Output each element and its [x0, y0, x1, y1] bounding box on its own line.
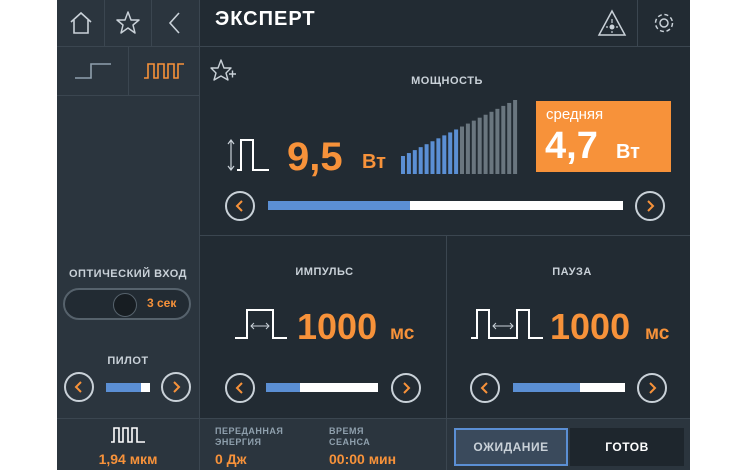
- pulse-slider-fill: [266, 383, 300, 392]
- pulse-value: 1000: [297, 306, 378, 347]
- power-label: МОЩНОСТЬ: [411, 75, 483, 87]
- pulse-mode-button[interactable]: [129, 47, 199, 95]
- power-unit: Вт: [362, 151, 386, 173]
- session-time-label: ВРЕМЯ СЕАНСА: [329, 426, 371, 447]
- laser-warning-icon: [597, 9, 627, 36]
- pulse-increase-button[interactable]: [391, 373, 421, 403]
- power-level-bar: [495, 108, 500, 174]
- power-level-bar: [483, 114, 488, 174]
- power-level-bar: [436, 138, 441, 174]
- favorites-button[interactable]: [104, 0, 151, 46]
- power-level-bar: [401, 156, 405, 174]
- pulse-wave-icon: [144, 63, 184, 79]
- average-label: средняя: [546, 106, 604, 123]
- optical-input-toggle[interactable]: 3 сек: [63, 288, 191, 320]
- pause-label: ПАУЗА: [552, 266, 592, 278]
- power-level-bar: [501, 105, 506, 174]
- standby-button[interactable]: ОЖИДАНИЕ: [454, 428, 568, 466]
- home-button[interactable]: [57, 0, 104, 46]
- power-level-bars: [401, 100, 518, 174]
- chevron-right-icon: [649, 382, 657, 394]
- average-unit: Вт: [616, 141, 640, 163]
- pilot-increase-button[interactable]: [161, 372, 191, 402]
- pause-increase-button[interactable]: [637, 373, 667, 403]
- optical-input-label: ОПТИЧЕСКИЙ ВХОД: [68, 268, 187, 280]
- pilot-slider[interactable]: [106, 383, 150, 392]
- pause-slider-fill: [513, 383, 581, 392]
- energy-label: ПЕРЕДАННАЯ ЭНЕРГИЯ: [215, 426, 284, 447]
- power-value: 9,5: [287, 135, 343, 179]
- power-pulse-icon: [227, 139, 269, 171]
- pilot-decrease-button[interactable]: [64, 372, 94, 402]
- power-decrease-button[interactable]: [225, 191, 255, 221]
- energy-value: 0 Дж: [215, 451, 247, 467]
- optical-input-value: 3 сек: [147, 296, 177, 310]
- power-level-bar: [424, 144, 429, 174]
- back-button[interactable]: [151, 0, 199, 46]
- ready-button[interactable]: ГОТОВ: [570, 428, 684, 466]
- pause-slider[interactable]: [513, 383, 625, 392]
- pilot-label: ПИЛОТ: [107, 355, 149, 367]
- power-level-bar: [507, 102, 512, 174]
- home-icon: [69, 11, 92, 34]
- pulse-slider[interactable]: [266, 383, 378, 392]
- laser-control-screen: ЭКСПЕРТ МОЩНОСТЬ 9,5 Вт средняя 4,7 Вт: [57, 0, 690, 470]
- toggle-knob: [113, 293, 137, 317]
- continuous-wave-icon: [74, 63, 111, 79]
- average-power-box: средняя 4,7 Вт: [536, 101, 671, 172]
- average-value: 4,7: [545, 125, 598, 167]
- pause-unit: мс: [645, 323, 670, 344]
- power-increase-button[interactable]: [635, 191, 665, 221]
- chevron-left-icon: [480, 382, 488, 394]
- pulse-duration-icon: [235, 309, 287, 339]
- chevron-right-icon: [403, 382, 411, 394]
- power-level-bar: [430, 141, 435, 174]
- page-title: ЭКСПЕРТ: [215, 8, 316, 30]
- power-level-bar: [489, 111, 494, 174]
- power-level-bar: [454, 129, 459, 174]
- pulse-label: ИМПУЛЬС: [295, 266, 354, 278]
- settings-button[interactable]: [638, 0, 690, 46]
- star-plus-icon: [210, 59, 236, 81]
- power-slider[interactable]: [268, 201, 623, 210]
- chevron-right-icon: [173, 381, 181, 393]
- power-level-bar: [465, 123, 470, 174]
- power-level-bar: [418, 147, 423, 174]
- pause-value: 1000: [550, 306, 631, 347]
- chevron-right-icon: [647, 200, 655, 212]
- pulse-decrease-button[interactable]: [225, 373, 255, 403]
- gear-icon: [654, 13, 674, 33]
- power-level-bar: [448, 132, 453, 174]
- chevron-left-icon: [74, 381, 82, 393]
- chevron-left-icon: [168, 12, 180, 34]
- power-level-bar: [442, 135, 447, 174]
- power-level-bar: [513, 100, 518, 174]
- laser-warning-button[interactable]: [587, 0, 637, 46]
- pulse-wave-icon: [111, 427, 145, 443]
- chevron-left-icon: [235, 382, 243, 394]
- pulse-unit: мс: [390, 323, 415, 344]
- chevron-left-icon: [235, 200, 243, 212]
- power-slider-fill: [268, 201, 410, 210]
- power-level-bar: [406, 153, 411, 174]
- wavelength-value: 1,94 мкм: [98, 451, 158, 467]
- pause-decrease-button[interactable]: [470, 373, 500, 403]
- add-favorite-button[interactable]: [207, 56, 239, 86]
- power-level-bar: [460, 126, 464, 174]
- continuous-mode-button[interactable]: [57, 47, 128, 95]
- pause-duration-icon: [471, 309, 543, 339]
- pilot-slider-fill: [106, 383, 142, 392]
- power-level-bar: [477, 117, 482, 174]
- star-icon: [115, 11, 140, 34]
- power-level-bar: [471, 120, 476, 174]
- power-level-bar: [412, 150, 417, 174]
- session-time-value: 00:00 мин: [329, 451, 397, 467]
